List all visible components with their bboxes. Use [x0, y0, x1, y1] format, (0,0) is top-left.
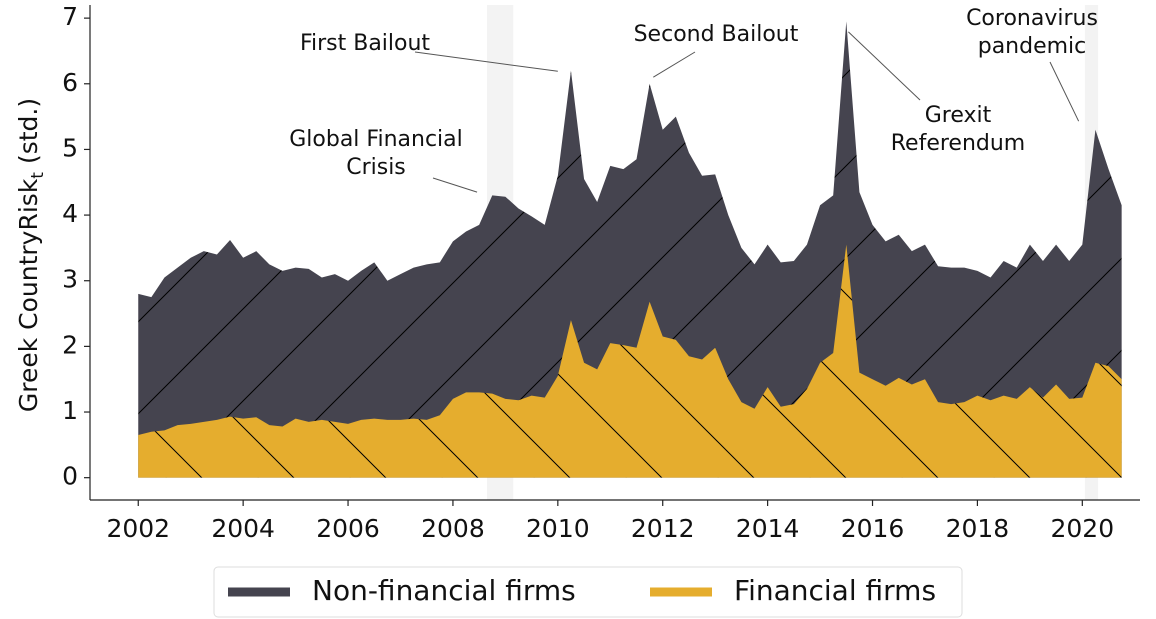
y-tick-label: 6 [62, 68, 78, 97]
annotation-text: Global Financial [289, 127, 463, 152]
y-tick-label: 1 [62, 396, 78, 425]
y-tick-label: 0 [62, 462, 78, 491]
x-tick-label: 2010 [526, 514, 590, 543]
annotation-leader [653, 51, 696, 78]
y-label-text: Greek CountryRisk [14, 178, 43, 412]
x-tick-label: 2002 [106, 514, 170, 543]
x-tick-label: 2008 [421, 514, 485, 543]
x-tick-label: 2012 [631, 514, 695, 543]
y-tick-label: 4 [62, 199, 78, 228]
y-tick-label: 2 [62, 330, 78, 359]
y-tick-label: 7 [62, 2, 78, 31]
annotation-leader [848, 31, 921, 101]
annotation-text: Referendum [891, 131, 1026, 156]
annotation-text: Crisis [346, 155, 406, 180]
annotation-text: Coronavirus [966, 6, 1098, 31]
area [138, 244, 1122, 478]
annotation-leader [414, 51, 558, 72]
y-label-suffix: (std.) [14, 98, 43, 164]
annotation-text: First Bailout [300, 31, 430, 56]
annotation-leader [1049, 61, 1080, 122]
area [138, 21, 1122, 478]
x-tick-label: 2020 [1050, 514, 1114, 543]
legend-label: Financial firms [734, 574, 936, 607]
y-axis-label: Greek CountryRiskt (std.) [14, 98, 48, 412]
y-tick-label: 3 [62, 265, 78, 294]
x-tick-label: 2016 [841, 514, 905, 543]
legend-label: Non-financial firms [312, 574, 576, 607]
y-label-subscript: t [28, 172, 48, 179]
x-tick-label: 2004 [211, 514, 275, 543]
legend-box [213, 566, 963, 618]
annotation-leader [432, 177, 478, 193]
x-tick-label: 2006 [316, 514, 380, 543]
annotation-text: pandemic [978, 34, 1087, 59]
annotation-text: Grexit [925, 103, 992, 128]
x-tick-label: 2014 [736, 514, 800, 543]
x-tick-label: 2018 [946, 514, 1010, 543]
y-tick-label: 5 [62, 133, 78, 162]
annotation-text: Second Bailout [634, 22, 799, 47]
